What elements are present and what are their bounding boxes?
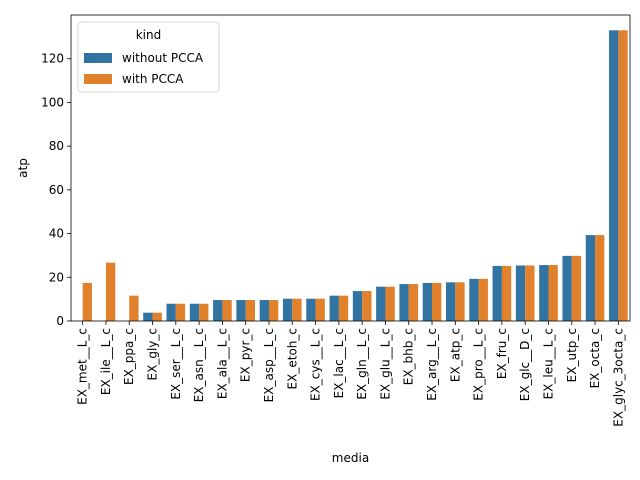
x-tick-label: EX_ser__L_c <box>169 328 183 400</box>
bar-EX_asp__L_c-with-pcca <box>268 300 279 321</box>
legend-swatch <box>84 74 112 84</box>
bar-EX_cys__L_c-with-pcca <box>315 298 325 321</box>
x-tick-label: EX_etoh_c <box>285 328 299 389</box>
legend-title: kind <box>136 28 162 42</box>
bar-EX_etoh_c-with-pcca <box>292 298 302 321</box>
x-tick-label: EX_leu__L_c <box>541 328 555 399</box>
x-tick-label: EX_gln__L_c <box>355 328 369 400</box>
x-tick-label: EX_fru_c <box>495 328 509 379</box>
x-tick-label: EX_ala__L_c <box>215 328 229 399</box>
y-tick-label: 40 <box>49 227 64 241</box>
bar-EX_glyc_3octa_c-without-pcca <box>609 30 619 322</box>
bar-EX_met__L_c-with-pcca <box>82 282 92 321</box>
bar-EX_pyr_c-without-pcca <box>236 300 246 321</box>
legend: kind without PCCA with PCCA <box>77 21 220 93</box>
bar-EX_fru_c-without-pcca <box>492 265 502 321</box>
x-tick-label: EX_met__L_c <box>76 328 90 405</box>
bar-EX_glu__L_c-without-pcca <box>376 286 386 321</box>
bar-EX_bhb_c-with-pcca <box>408 284 419 321</box>
x-tick-label: EX_pyr_c <box>239 328 253 382</box>
bar-EX_arg__L_c-with-pcca <box>432 282 442 321</box>
bar-EX_glu__L_c-with-pcca <box>385 286 395 321</box>
x-tick-label: EX_glu__L_c <box>378 328 392 400</box>
bar-EX_utp_c-with-pcca <box>571 255 582 321</box>
bar-EX_pyr_c-with-pcca <box>245 300 256 321</box>
legend-label: with PCCA <box>122 72 184 86</box>
bar-EX_gly_c-with-pcca <box>152 312 162 321</box>
y-axis: 0 20 40 60 80 100 120 <box>41 52 71 328</box>
bar-EX_asn__L_c-with-pcca <box>199 303 209 321</box>
bar-EX_asp__L_c-without-pcca <box>259 300 269 321</box>
bar-EX_ser__L_c-without-pcca <box>166 303 176 321</box>
bar-EX_ser__L_c-with-pcca <box>175 303 186 321</box>
y-tick-label: 80 <box>49 139 64 153</box>
bar-EX_octa_c-with-pcca <box>595 235 605 321</box>
x-tick-label: EX_cys__L_c <box>309 328 323 401</box>
bar-EX_cys__L_c-without-pcca <box>306 298 316 321</box>
bar-EX_arg__L_c-without-pcca <box>422 282 433 321</box>
legend-items: without PCCA with PCCA <box>84 51 204 86</box>
x-tick-label: EX_bhb_c <box>402 328 416 385</box>
x-tick-label: EX_utp_c <box>565 328 579 382</box>
legend-label: without PCCA <box>122 51 204 65</box>
x-tick-label: EX_glc__D_c <box>518 328 532 401</box>
bar-EX_utp_c-without-pcca <box>562 255 572 321</box>
x-tick-label: EX_lac__L_c <box>332 328 346 398</box>
bar-EX_atp_c-with-pcca <box>455 282 465 321</box>
x-tick-label: EX_asp__L_c <box>262 328 276 402</box>
x-tick-label: EX_arg__L_c <box>425 328 439 401</box>
y-axis-label: atp <box>16 158 30 178</box>
bar-EX_bhb_c-without-pcca <box>399 284 409 321</box>
bar-EX_ala__L_c-without-pcca <box>213 300 223 321</box>
bar-EX_ile__L_c-with-pcca <box>105 262 116 321</box>
x-tick-label: EX_ppa_c <box>122 328 136 385</box>
bar-EX_fru_c-with-pcca <box>501 265 512 321</box>
bar-EX_ala__L_c-with-pcca <box>222 300 232 321</box>
bar-EX_ppa_c-with-pcca <box>129 295 139 321</box>
x-tick-label: EX_pro__L_c <box>472 328 486 401</box>
bar-EX_etoh_c-without-pcca <box>282 298 293 321</box>
bar-EX_lac__L_c-without-pcca <box>329 295 339 321</box>
bar-EX_leu__L_c-without-pcca <box>539 265 549 321</box>
x-tick-label: EX_atp_c <box>448 328 462 382</box>
bars-group <box>82 30 628 322</box>
x-axis: EX_met__L_c EX_ile__L_c EX_ppa_c EX_gly_c EX… <box>76 321 625 427</box>
x-axis-label: media <box>332 451 369 465</box>
x-tick-label: EX_asn__L_c <box>192 328 206 402</box>
y-tick-label: 120 <box>41 52 64 66</box>
bar-EX_gln__L_c-without-pcca <box>352 291 363 321</box>
bar-EX_atp_c-without-pcca <box>446 282 456 321</box>
bar-EX_pro__L_c-without-pcca <box>469 278 479 321</box>
x-tick-label: EX_octa_c <box>588 328 602 388</box>
x-tick-label: EX_glyc_3octa_c <box>611 328 625 427</box>
y-tick-label: 100 <box>41 95 64 109</box>
bar-EX_gln__L_c-with-pcca <box>362 291 372 321</box>
bar-EX_lac__L_c-with-pcca <box>338 295 349 321</box>
x-tick-label: EX_ile__L_c <box>99 328 113 395</box>
bar-EX_glyc_3octa_c-with-pcca <box>618 30 628 322</box>
legend-swatch <box>84 53 112 63</box>
bar-EX_glc__D_c-without-pcca <box>515 265 526 321</box>
bar-EX_glc__D_c-with-pcca <box>525 265 535 321</box>
bar-EX_gly_c-without-pcca <box>143 312 153 321</box>
y-tick-label: 20 <box>49 270 64 284</box>
y-tick-label: 0 <box>56 314 64 328</box>
x-tick-label: EX_gly_c <box>146 328 160 380</box>
bar-EX_leu__L_c-with-pcca <box>548 265 558 321</box>
bar-EX_pro__L_c-with-pcca <box>478 278 488 321</box>
bar-EX_octa_c-without-pcca <box>585 235 596 321</box>
bar-EX_asn__L_c-without-pcca <box>189 303 200 321</box>
legend-box <box>77 21 220 93</box>
y-tick-label: 60 <box>49 183 64 197</box>
plot-frame <box>70 14 631 322</box>
